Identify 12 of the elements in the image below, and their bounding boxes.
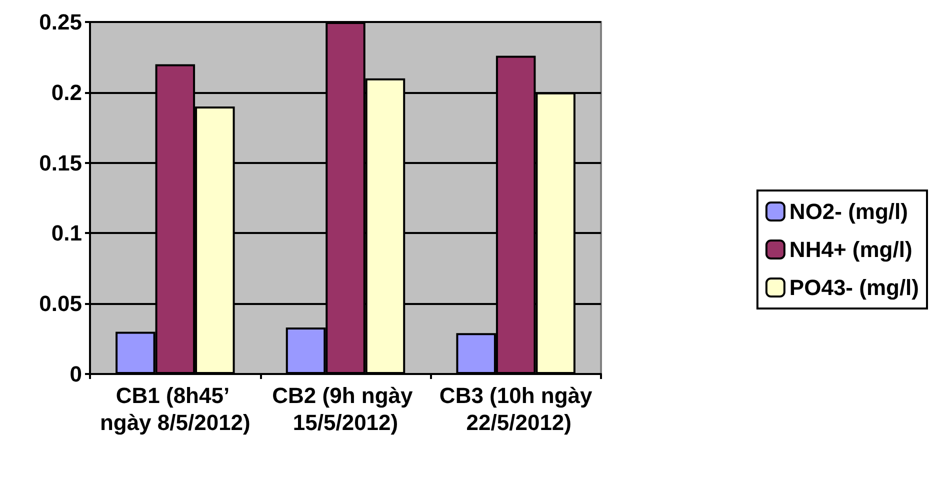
x-tick-label: CB2 (9h ngày 15/5/2012) [272, 383, 419, 435]
legend-label: NO2- (mg/l) [789, 199, 908, 224]
y-tick-label: 0.15 [39, 150, 82, 176]
y-tick-label: 0.1 [51, 220, 82, 246]
x-tick-label: CB1 (8h45’ ngày 8/5/2012) [100, 383, 250, 435]
x-tick-label: CB3 (10h ngày 22/5/2012) [439, 383, 593, 435]
y-tick-label: 0 [70, 362, 82, 386]
y-tick-label: 0.05 [39, 291, 82, 316]
legend-label: PO43- (mg/l) [789, 275, 920, 300]
y-tick-label: 0.2 [51, 80, 82, 105]
y-tick-label: 0.25 [39, 10, 82, 34]
legend-label: NH4+ (mg/l) [789, 237, 912, 262]
